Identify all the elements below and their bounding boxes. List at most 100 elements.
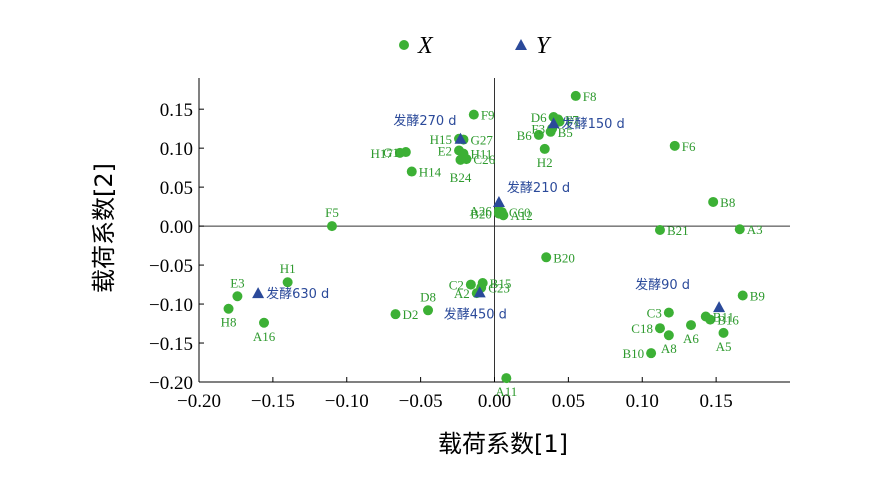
legend-y-label: Y xyxy=(536,33,552,59)
x-series-point xyxy=(737,290,748,301)
x-series-point-label: H2 xyxy=(537,155,553,170)
x-series-point-label: A8 xyxy=(661,341,677,356)
x-series-point-label: C23 xyxy=(488,281,510,296)
x-series-point-label: H15 xyxy=(430,132,452,147)
x-axis-title: 载荷系数[1] xyxy=(438,430,568,458)
legend-x-marker xyxy=(399,40,409,50)
x-series-point xyxy=(533,129,544,140)
y-series-point-label: 发酵90 d xyxy=(635,277,690,293)
y-series-point xyxy=(252,287,265,299)
x-series-point-label: B24 xyxy=(450,170,472,185)
x-series-point-label: A5 xyxy=(716,339,732,354)
y-series-point-label: 发酵150 d xyxy=(562,116,625,132)
x-series-point xyxy=(734,224,745,235)
y-series-point-label: 发酵630 d xyxy=(266,286,329,302)
y-series-point-label: 发酵270 d xyxy=(393,113,456,129)
x-series-point-label: B11 xyxy=(713,310,734,325)
x-series-point xyxy=(669,140,680,151)
x-series-point-label: H1 xyxy=(280,261,296,276)
x-series-point xyxy=(468,109,479,120)
x-series-point-label: F3 xyxy=(531,122,545,137)
y-tick-label: 0.15 xyxy=(160,100,193,121)
x-series-point-label: C18 xyxy=(631,321,653,336)
x-tick-label: 0.05 xyxy=(552,391,585,412)
y-series-point xyxy=(454,132,467,144)
y-series-point xyxy=(473,286,486,298)
x-series-point-label: G1 xyxy=(383,145,399,160)
x-series-point-label: F7 xyxy=(565,112,579,127)
x-series-point-label: H17 xyxy=(371,146,394,161)
data-points xyxy=(223,90,748,384)
x-series-point-label: D6 xyxy=(531,110,547,125)
x-series-point xyxy=(686,320,697,331)
x-series-point-label: C26 xyxy=(473,152,495,167)
y-series-point xyxy=(713,301,726,313)
y-tick-label: −0.05 xyxy=(149,256,193,277)
y-tick-label: 0.00 xyxy=(160,217,193,238)
x-series-point xyxy=(423,305,434,316)
x-series-point-label: A12 xyxy=(510,208,532,223)
x-series-point-label: B6 xyxy=(517,128,533,143)
x-series-point-label: F8 xyxy=(583,89,597,104)
x-tick-label: −0.10 xyxy=(325,391,369,412)
x-series-point-label: F6 xyxy=(682,139,696,154)
x-series-point-label: B9 xyxy=(750,288,765,303)
x-series-point xyxy=(465,279,476,290)
x-series-point-label: E2 xyxy=(438,143,452,158)
x-series-point xyxy=(541,252,552,263)
x-series-point-label: B10 xyxy=(622,346,644,361)
x-series-point xyxy=(654,323,665,334)
x-series-point-label: A16 xyxy=(253,329,276,344)
x-series-point-label: B20 xyxy=(470,207,492,222)
x-series-point xyxy=(545,126,556,137)
x-series-point xyxy=(223,303,234,314)
x-series-point xyxy=(539,143,550,154)
x-series-point-label: F9 xyxy=(481,108,495,123)
x-series-point-label: A6 xyxy=(683,331,699,346)
x-tick-label: 0.10 xyxy=(626,391,659,412)
x-series-point-label: C3 xyxy=(647,306,662,321)
x-series-point-label: H8 xyxy=(221,315,237,330)
x-series-point-label: C2 xyxy=(449,278,464,293)
y-tick-label: −0.10 xyxy=(149,295,193,316)
x-series-point-label: B5 xyxy=(558,125,573,140)
x-series-point-label: B15 xyxy=(490,276,512,291)
x-series-point xyxy=(406,166,417,177)
x-series-point xyxy=(663,307,674,318)
x-series-point xyxy=(570,90,581,101)
x-series-point-label: B20 xyxy=(553,250,575,265)
y-series-point xyxy=(547,117,560,129)
x-series-point xyxy=(455,154,466,165)
x-tick-label: 0.00 xyxy=(478,391,511,412)
y-series-point-label: 发酵450 d xyxy=(444,306,507,322)
y-tick-label: −0.20 xyxy=(149,373,193,394)
x-tick-label: −0.05 xyxy=(399,391,443,412)
y-tick-label: 0.05 xyxy=(160,178,193,199)
x-series-point xyxy=(259,317,270,328)
legend-x-label: X xyxy=(417,33,434,59)
x-series-point-label: F1 xyxy=(567,115,581,130)
y-series-point-label: 发酵210 d xyxy=(507,180,570,196)
y-tick-label: 0.10 xyxy=(160,139,193,160)
x-series-point xyxy=(663,330,674,341)
x-tick-label: −0.15 xyxy=(251,391,295,412)
x-series-point-label: D2 xyxy=(403,307,419,322)
x-series-point-label: E3 xyxy=(230,275,244,290)
x-tick-label: 0.15 xyxy=(700,391,733,412)
x-series-point xyxy=(654,225,665,235)
x-series-point xyxy=(326,221,337,232)
x-series-point xyxy=(501,373,512,384)
x-series-point xyxy=(705,314,716,325)
x-series-point-label: A26 xyxy=(470,204,493,219)
x-tick-label: −0.20 xyxy=(177,391,221,412)
x-series-point-label: D8 xyxy=(420,289,436,304)
x-series-point-label: F5 xyxy=(325,205,339,220)
axes: −0.20 −0.15 −0.10 −0.05 0.00 0.05 0.10 0.15 −0.2… xyxy=(149,78,790,412)
x-series-point-label: C60 xyxy=(509,205,531,220)
x-series-point xyxy=(282,277,293,288)
x-series-point-label: B21 xyxy=(667,223,689,238)
x-series-point-label: H11 xyxy=(470,147,492,162)
x-series-point xyxy=(646,348,657,359)
